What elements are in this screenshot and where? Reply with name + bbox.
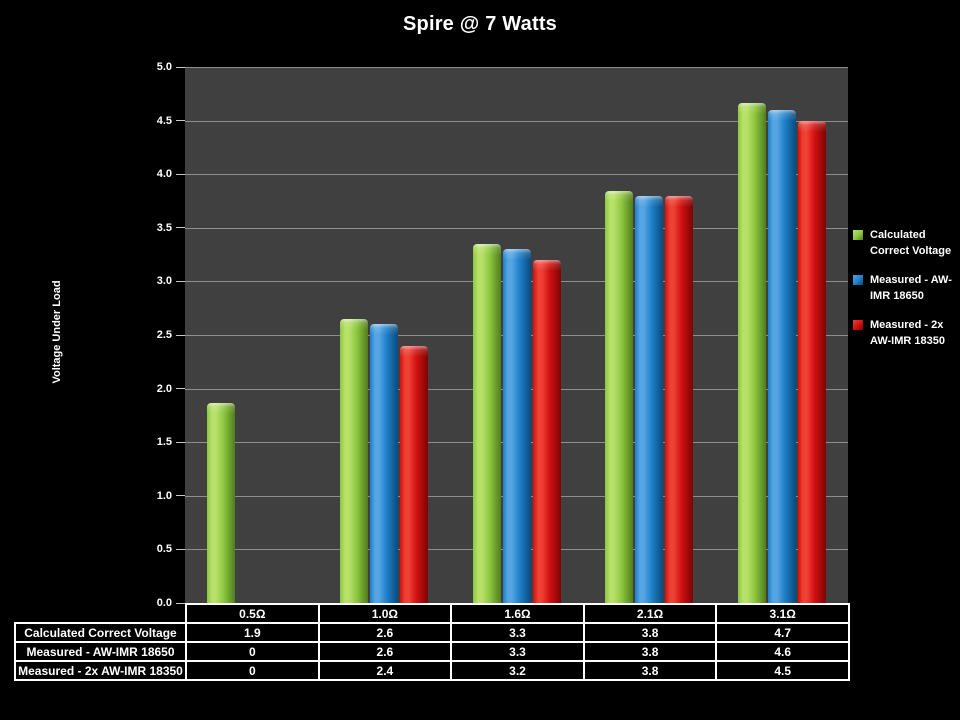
table-cell: 3.8 bbox=[582, 660, 718, 681]
table-row-label: Calculated Correct Voltage bbox=[14, 622, 187, 643]
table-cell: 2.6 bbox=[317, 622, 453, 643]
table-row: Measured - 2x AW-IMR 18350 0 2.4 3.2 3.8 4.5 bbox=[14, 660, 850, 681]
bar bbox=[532, 259, 561, 603]
y-axis-tick-label: 0.5 bbox=[156, 543, 172, 556]
y-axis-tick bbox=[176, 548, 185, 550]
table-corner-cell bbox=[15, 604, 186, 623]
y-axis-tick-label: 0.0 bbox=[156, 597, 172, 609]
legend-label: Calculated Correct Voltage bbox=[870, 229, 952, 257]
table-cell: 2.6 bbox=[317, 641, 453, 662]
table-cell: 4.7 bbox=[715, 622, 850, 643]
y-axis-tick bbox=[176, 441, 185, 443]
legend-label: Measured - AW-IMR 18650 bbox=[870, 274, 952, 302]
y-axis-tick-label: 4.5 bbox=[156, 114, 172, 127]
bar bbox=[369, 324, 398, 603]
bar bbox=[605, 191, 634, 603]
y-axis-tick bbox=[176, 280, 185, 282]
table-cell: 3.2 bbox=[450, 660, 585, 681]
data-table: 0.5Ω 1.0Ω 1.6Ω 2.1Ω 3.1Ω Calculated Correct V… bbox=[14, 603, 850, 681]
y-axis-tick-label: 1.5 bbox=[156, 436, 172, 449]
bar bbox=[339, 318, 368, 603]
table-header-cell: 1.6Ω bbox=[450, 603, 585, 624]
legend-swatch-icon bbox=[853, 230, 863, 240]
table-cell: 3.3 bbox=[450, 641, 585, 662]
y-axis-title: Voltage Under Load bbox=[51, 280, 63, 384]
y-axis-tick bbox=[176, 602, 185, 604]
bar bbox=[635, 195, 664, 603]
table-cell: 0 bbox=[185, 641, 320, 662]
y-axis-tick-label: 3.5 bbox=[156, 221, 172, 234]
table-header-cell: 0.5Ω bbox=[185, 603, 320, 624]
y-axis-tick-label: 2.5 bbox=[156, 329, 172, 341]
table-row: Measured - AW-IMR 18650 0 2.6 3.3 3.8 4.6 bbox=[14, 641, 850, 662]
y-axis-tick bbox=[176, 173, 185, 175]
y-axis-tick bbox=[176, 495, 185, 497]
gridline bbox=[185, 67, 848, 68]
legend-item: Measured - 2x AW-IMR 18350 bbox=[853, 317, 959, 349]
table-row: Calculated Correct Voltage 1.9 2.6 3.3 3.8 4.… bbox=[14, 622, 850, 643]
bar bbox=[767, 109, 796, 603]
y-axis-tick-label: 3.0 bbox=[156, 275, 172, 288]
table-cell: 4.6 bbox=[715, 641, 850, 662]
table-cell: 3.8 bbox=[582, 641, 718, 662]
y-axis-tick-label: 2.0 bbox=[156, 382, 172, 395]
legend: Calculated Correct Voltage Measured - AW-… bbox=[853, 227, 959, 349]
gridline bbox=[185, 227, 848, 229]
gridline bbox=[185, 120, 848, 122]
y-axis-tick-label: 1.0 bbox=[156, 489, 172, 502]
table-cell: 0 bbox=[185, 660, 320, 681]
legend-swatch-icon bbox=[853, 320, 863, 330]
table-row-label: Measured - 2x AW-IMR 18350 bbox=[14, 660, 187, 681]
bar bbox=[472, 243, 501, 603]
legend-label: Measured - 2x AW-IMR 18350 bbox=[870, 319, 945, 347]
table-cell: 1.9 bbox=[185, 622, 320, 643]
table-cell: 2.4 bbox=[317, 660, 453, 681]
table-header-row: 0.5Ω 1.0Ω 1.6Ω 2.1Ω 3.1Ω bbox=[15, 603, 850, 624]
y-axis-tick bbox=[176, 334, 185, 336]
bar bbox=[797, 120, 826, 603]
table-header-cell: 3.1Ω bbox=[715, 603, 850, 624]
chart-title: Spire @ 7 Watts bbox=[402, 13, 557, 35]
bar bbox=[207, 402, 236, 603]
y-axis-tick bbox=[176, 388, 185, 390]
bar bbox=[737, 103, 766, 603]
plot-area bbox=[185, 67, 848, 603]
table-row-label: Measured - AW-IMR 18650 bbox=[14, 641, 187, 662]
bar bbox=[502, 249, 531, 603]
table-header-cell: 1.0Ω bbox=[317, 603, 453, 624]
y-axis-tick bbox=[176, 120, 185, 122]
y-axis-tick bbox=[176, 66, 185, 68]
table-header-cell: 2.1Ω bbox=[582, 603, 718, 624]
bar bbox=[399, 345, 428, 603]
legend-item: Measured - AW-IMR 18650 bbox=[853, 272, 959, 304]
bar bbox=[665, 195, 694, 603]
gridline bbox=[185, 174, 848, 176]
y-axis-tick bbox=[176, 227, 185, 229]
legend-item: Calculated Correct Voltage bbox=[853, 227, 959, 259]
y-axis-tick-label: 4.0 bbox=[156, 168, 172, 181]
legend-swatch-icon bbox=[853, 275, 863, 285]
y-axis-tick-label: 5.0 bbox=[156, 61, 172, 73]
table-cell: 3.3 bbox=[450, 622, 585, 643]
table-cell: 4.5 bbox=[715, 660, 850, 681]
table-cell: 3.8 bbox=[582, 622, 718, 643]
